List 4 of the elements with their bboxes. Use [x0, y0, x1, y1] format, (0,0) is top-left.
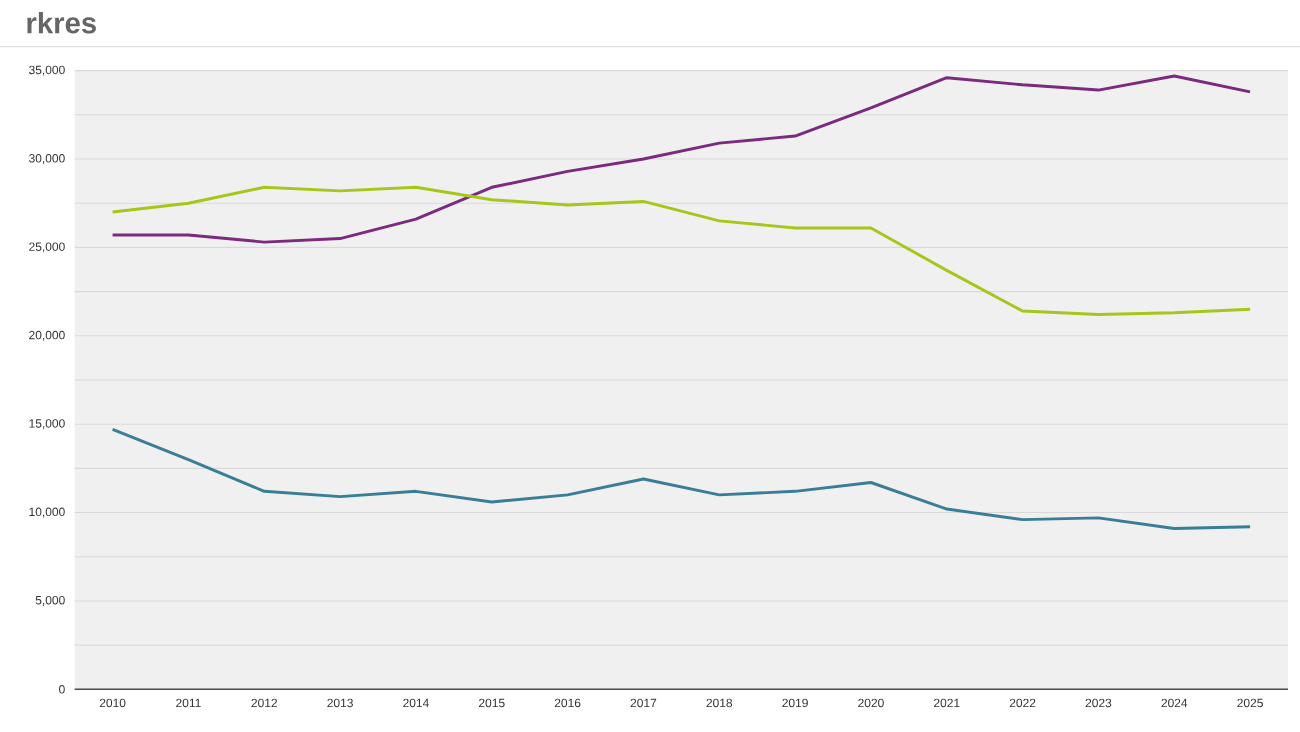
line-series [111, 185, 1252, 317]
line-series [111, 428, 1252, 530]
chart-title: rkres [27, 11, 96, 34]
line-series [111, 74, 1252, 244]
